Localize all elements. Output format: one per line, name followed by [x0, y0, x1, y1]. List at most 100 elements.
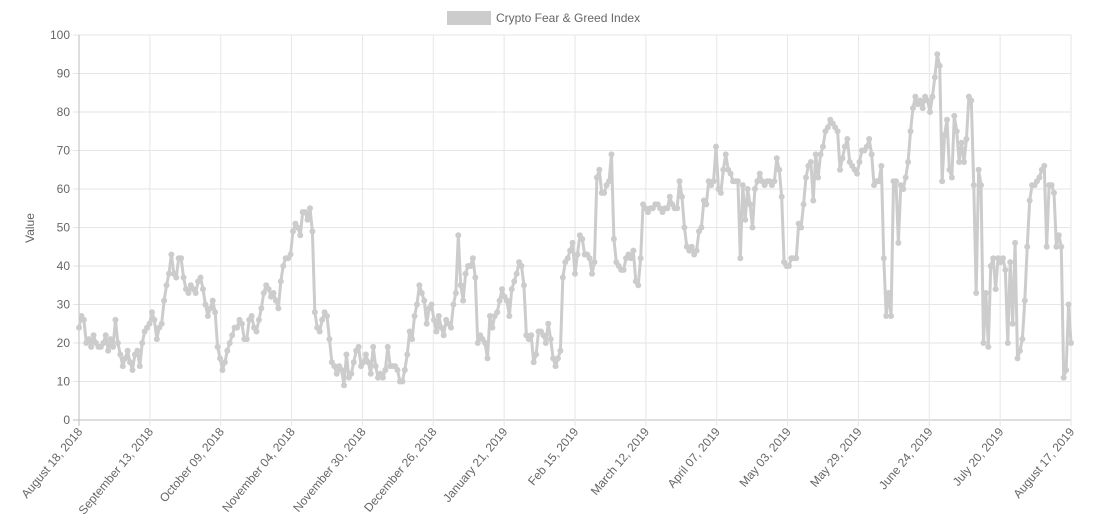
data-point[interactable]: [917, 97, 924, 104]
data-point[interactable]: [112, 316, 119, 323]
data-point[interactable]: [902, 174, 909, 181]
data-point[interactable]: [306, 205, 313, 212]
data-point[interactable]: [406, 328, 413, 335]
data-point[interactable]: [124, 347, 131, 354]
data-point[interactable]: [1002, 266, 1009, 273]
data-point[interactable]: [941, 132, 948, 139]
data-point[interactable]: [559, 274, 566, 281]
data-point[interactable]: [355, 343, 362, 350]
data-point[interactable]: [975, 166, 982, 173]
data-point[interactable]: [572, 270, 578, 277]
data-point[interactable]: [209, 297, 216, 304]
data-point[interactable]: [946, 166, 953, 173]
data-point[interactable]: [418, 289, 425, 296]
data-point[interactable]: [839, 155, 846, 162]
data-point[interactable]: [238, 320, 245, 327]
data-point[interactable]: [883, 313, 890, 320]
data-point[interactable]: [542, 340, 549, 346]
data-point[interactable]: [513, 270, 520, 277]
data-point[interactable]: [119, 363, 126, 370]
data-point[interactable]: [200, 286, 206, 293]
data-point[interactable]: [294, 224, 301, 231]
data-point[interactable]: [834, 128, 841, 135]
data-point[interactable]: [948, 174, 955, 181]
data-point[interactable]: [1055, 232, 1062, 239]
data-point[interactable]: [929, 93, 936, 100]
data-point[interactable]: [484, 355, 491, 362]
data-point[interactable]: [802, 174, 809, 181]
data-point[interactable]: [593, 174, 600, 181]
data-point[interactable]: [1060, 374, 1067, 381]
data-point[interactable]: [567, 247, 574, 254]
data-point[interactable]: [260, 289, 267, 296]
data-point[interactable]: [751, 186, 758, 192]
data-point[interactable]: [316, 328, 323, 335]
data-point[interactable]: [837, 166, 844, 173]
data-point[interactable]: [258, 305, 265, 312]
data-point[interactable]: [255, 316, 262, 323]
data-point[interactable]: [80, 316, 87, 323]
data-point[interactable]: [973, 289, 980, 296]
data-point[interactable]: [951, 112, 958, 119]
data-point[interactable]: [482, 340, 489, 346]
data-point[interactable]: [793, 255, 800, 262]
data-point[interactable]: [552, 363, 559, 370]
data-point[interactable]: [136, 363, 143, 370]
data-point[interactable]: [280, 263, 287, 269]
data-point[interactable]: [110, 343, 117, 350]
data-point[interactable]: [180, 274, 187, 281]
data-point[interactable]: [812, 151, 819, 158]
data-point[interactable]: [165, 270, 172, 277]
data-point[interactable]: [331, 363, 338, 370]
data-point[interactable]: [409, 336, 416, 343]
data-point[interactable]: [856, 159, 863, 166]
data-point[interactable]: [469, 255, 476, 262]
data-point[interactable]: [985, 343, 992, 350]
data-point[interactable]: [586, 255, 593, 262]
data-point[interactable]: [554, 355, 561, 362]
data-point[interactable]: [311, 309, 318, 316]
data-point[interactable]: [360, 359, 367, 366]
data-point[interactable]: [961, 159, 968, 166]
data-point[interactable]: [820, 143, 826, 150]
data-point[interactable]: [489, 324, 496, 331]
data-point[interactable]: [574, 251, 581, 258]
data-point[interactable]: [530, 359, 537, 366]
data-point[interactable]: [844, 135, 851, 142]
data-point[interactable]: [936, 62, 943, 69]
data-point[interactable]: [713, 143, 720, 150]
data-point[interactable]: [698, 224, 705, 231]
data-point[interactable]: [674, 205, 681, 212]
data-point[interactable]: [153, 336, 160, 343]
data-point[interactable]: [1036, 174, 1043, 181]
data-point[interactable]: [102, 332, 109, 339]
data-point[interactable]: [956, 159, 963, 166]
data-point[interactable]: [326, 336, 333, 343]
data-point[interactable]: [163, 282, 170, 289]
data-point[interactable]: [868, 151, 875, 158]
data-point[interactable]: [727, 170, 734, 177]
data-point[interactable]: [547, 336, 554, 343]
data-point[interactable]: [606, 178, 613, 185]
data-point[interactable]: [114, 340, 121, 346]
data-point[interactable]: [243, 336, 250, 343]
data-point[interactable]: [589, 270, 596, 277]
data-point[interactable]: [212, 309, 219, 316]
data-point[interactable]: [528, 332, 535, 339]
data-point[interactable]: [610, 236, 617, 243]
data-point[interactable]: [1053, 243, 1060, 250]
data-point[interactable]: [693, 247, 700, 254]
data-point[interactable]: [620, 266, 627, 273]
data-point[interactable]: [1063, 366, 1070, 373]
data-point[interactable]: [776, 166, 783, 173]
data-point[interactable]: [545, 320, 552, 327]
data-point[interactable]: [173, 274, 180, 281]
data-point[interactable]: [341, 382, 348, 389]
data-point[interactable]: [253, 328, 260, 335]
data-point[interactable]: [892, 178, 899, 185]
data-point[interactable]: [289, 228, 296, 235]
data-point[interactable]: [1014, 355, 1021, 362]
legend[interactable]: Crypto Fear & Greed Index: [447, 11, 640, 25]
data-point[interactable]: [382, 366, 389, 373]
data-point[interactable]: [413, 301, 420, 308]
